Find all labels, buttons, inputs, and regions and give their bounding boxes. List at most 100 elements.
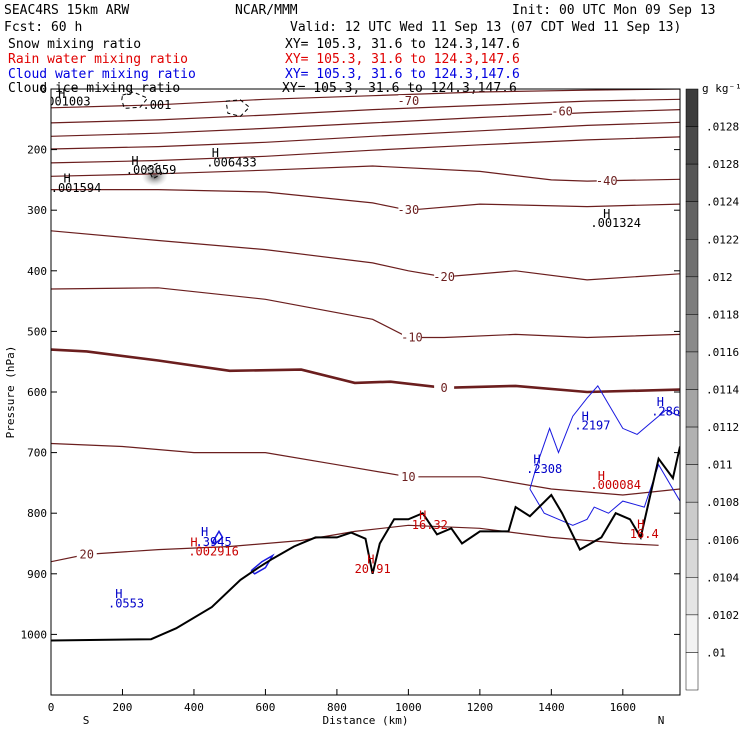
- isotherm-2: [51, 109, 680, 137]
- colorbar-label-15: .01: [706, 646, 726, 659]
- maximum-label-28: H: [637, 517, 644, 531]
- colorbar-swatch-10: [685, 464, 699, 503]
- isotherm-label-bg-10: [398, 470, 419, 483]
- colorbar-swatch-5: [685, 276, 699, 315]
- field-label-snow: Snow mixing ratio: [8, 37, 141, 52]
- colorbar-unit: g kg⁻¹: [702, 82, 740, 95]
- maximum-label-7: .006433: [206, 156, 257, 170]
- colorbar-label-3: .0124: [706, 196, 739, 209]
- colorbar-swatch-2: [685, 163, 699, 202]
- isotherm-3: [51, 121, 680, 150]
- isotherm-label-bg-7: [434, 270, 455, 283]
- colorbar-label-10: .011: [706, 459, 733, 472]
- maximum-label-25: .2865: [651, 405, 687, 419]
- maximum-label-21: .2308: [526, 462, 562, 476]
- isotherm-label-bg-8: [401, 331, 422, 344]
- y-tick-label-3: 400: [27, 265, 47, 278]
- y-tick-label-1: 200: [27, 144, 47, 157]
- isotherm-label-10: 10: [401, 470, 415, 484]
- y-tick-label-2: 300: [27, 204, 47, 217]
- maximum-label-2: H: [63, 171, 70, 185]
- isotherm-11: [51, 524, 659, 563]
- south-label: S: [83, 714, 90, 727]
- isotherm-label-8: -10: [401, 330, 423, 344]
- colorbar-swatch-11: [685, 501, 699, 540]
- plot-content: -70-60-40-30-20-1001020.001H.001003H.001…: [40, 87, 687, 642]
- center-title: NCAR/MMM: [235, 3, 298, 18]
- colorbar-swatch-0: [685, 88, 699, 127]
- maximum-label-11: .0553: [108, 597, 144, 611]
- maximum-label-15: .002916: [188, 545, 239, 559]
- colorbar-label-8: .0114: [706, 384, 739, 397]
- field-label-rain: Rain water mixing ratio: [8, 52, 188, 67]
- colorbar-swatch-9: [685, 426, 699, 465]
- y-tick-label-0: 0: [40, 83, 47, 96]
- maximum-label-12: H: [201, 525, 208, 539]
- x-tick-label-4: 800: [327, 701, 347, 714]
- maximum-label-13: .3945: [196, 535, 232, 549]
- field-xy-rain: XY= 105.3, 31.6 to 124.3,147.6: [285, 52, 520, 67]
- maximum-label-9: .001324: [590, 216, 641, 230]
- colorbar-label-7: .0116: [706, 346, 739, 359]
- colorbar-label-5: .012: [706, 271, 733, 284]
- colorbar-swatch-3: [685, 201, 699, 240]
- maximum-label-14: H: [190, 536, 197, 550]
- isotherm-9: [51, 348, 680, 394]
- plot-area: -70-60-40-30-20-1001020.001H.001003H.001…: [40, 87, 687, 642]
- maximum-label-10: H: [115, 587, 122, 601]
- colorbar-label-4: .0122: [706, 233, 739, 246]
- isotherm-label-0: -70: [398, 94, 420, 108]
- colorbar-swatch-4: [685, 239, 699, 278]
- isotherm-label-9: 0: [441, 381, 448, 395]
- x-tick-label-1: 200: [113, 701, 133, 714]
- maximum-label-0: H: [58, 87, 65, 101]
- maximum-label-24: H: [657, 395, 664, 409]
- colorbar-label-6: .0118: [706, 308, 739, 321]
- maximum-label-19: 16.32: [412, 518, 448, 532]
- ice-contour-label-0: .001: [142, 98, 171, 112]
- colorbar-swatch-12: [685, 539, 699, 578]
- y-tick-label-4: 500: [27, 325, 47, 338]
- maximum-label-8: H: [603, 207, 610, 221]
- isotherm-5: [51, 165, 680, 182]
- model-title: SEAC4RS 15km ARW: [4, 3, 129, 18]
- ice-contour-1: [225, 99, 251, 117]
- colorbar-label-14: .0102: [706, 609, 739, 622]
- init-time: Init: 00 UTC Mon 09 Sep 13: [512, 3, 716, 18]
- x-tick-label-8: 1600: [610, 701, 637, 714]
- y-axis-title: Pressure (hPa): [4, 346, 17, 439]
- cloud-water-patch-1: [211, 529, 224, 545]
- x-tick-label-3: 600: [255, 701, 275, 714]
- colorbar-swatch-8: [685, 389, 699, 428]
- valid-time: Valid: 12 UTC Wed 11 Sep 13 (07 CDT Wed …: [290, 20, 681, 35]
- maximum-label-22: H: [582, 409, 589, 423]
- y-tick-label-6: 700: [27, 447, 47, 460]
- colorbar-label-12: .0106: [706, 534, 739, 547]
- x-tick-label-5: 1000: [395, 701, 422, 714]
- isotherm-0: [51, 89, 680, 109]
- maximum-label-17: 20.91: [355, 562, 391, 576]
- colorbar-label-11: .0108: [706, 496, 739, 509]
- colorbar-swatch-7: [685, 351, 699, 390]
- cloud-water-contour: [529, 385, 680, 526]
- isotherm-4: [51, 136, 680, 164]
- maximum-label-6: H: [212, 146, 219, 160]
- isotherm-label-6: -30: [398, 203, 420, 217]
- maximum-label-1: .001003: [40, 94, 91, 108]
- isotherm-8: [51, 287, 680, 339]
- isotherm-label-bg-0: [398, 95, 419, 108]
- maximum-label-27: .000084: [590, 478, 641, 492]
- maximum-label-29: 16.4: [630, 527, 659, 541]
- forecast-hour: Fcst: 60 h: [4, 20, 82, 35]
- field-xy-snow: XY= 105.3, 31.6 to 124.3,147.6: [285, 37, 520, 52]
- isotherm-label-bg-6: [398, 204, 419, 217]
- x-tick-label-2: 400: [184, 701, 204, 714]
- maximum-label-20: H: [533, 453, 540, 467]
- north-label: N: [658, 714, 665, 727]
- y-tick-label-9: 1000: [21, 628, 48, 641]
- isotherm-label-bg-5: [596, 175, 617, 188]
- isotherm-label-11: 20: [80, 547, 94, 561]
- x-tick-label-0: 0: [48, 701, 55, 714]
- colorbar-swatch-15: [685, 652, 699, 691]
